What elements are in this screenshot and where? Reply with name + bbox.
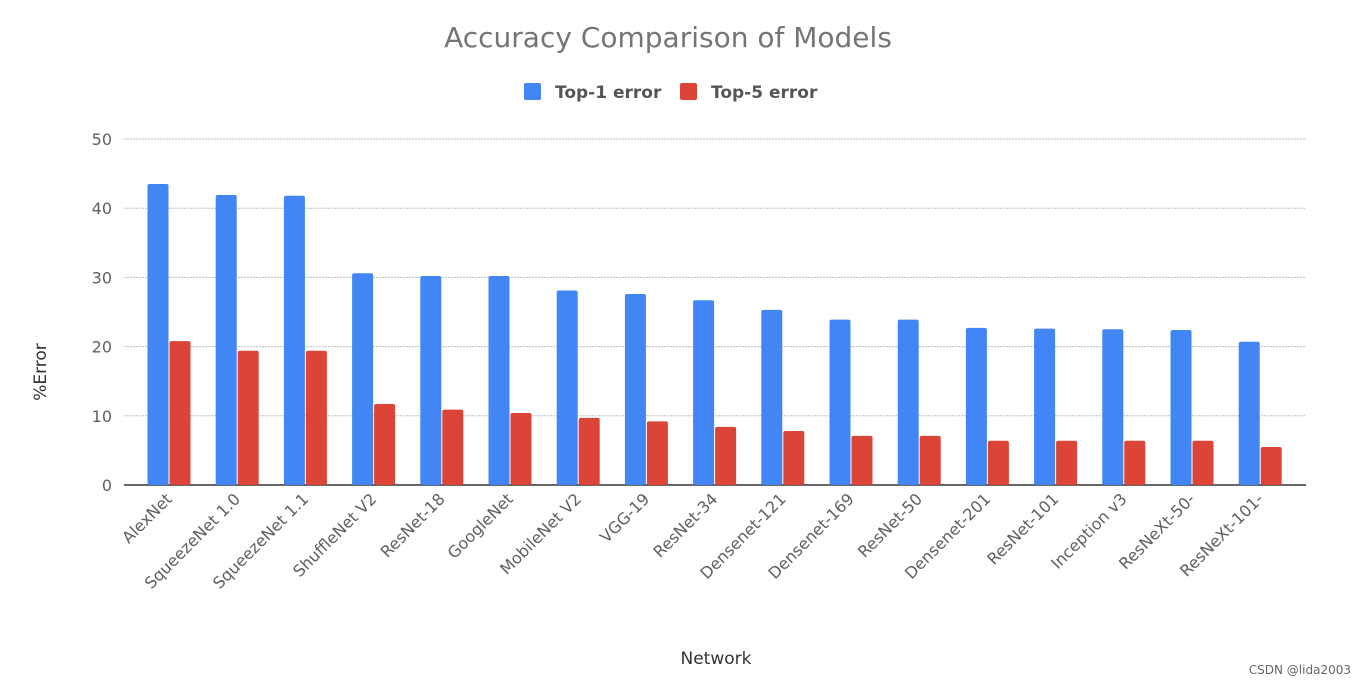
bar-top1-densenet-121 — [761, 309, 783, 485]
bar-top5-squeezenet-1-0 — [237, 350, 259, 485]
bars — [147, 183, 1282, 486]
bar-top1-vgg-19 — [624, 294, 646, 485]
legend-label-top5: Top-5 error — [711, 83, 818, 103]
y-tick-label: 50 — [92, 130, 112, 149]
bar-top5-densenet-169 — [851, 435, 873, 485]
bar-top5-resnext-101- — [1260, 446, 1282, 485]
legend-swatch-top5 — [680, 83, 697, 100]
bar-top1-squeezenet-1-1 — [283, 195, 305, 485]
bar-top1-mobilenet-v2 — [556, 290, 578, 485]
bar-top5-alexnet — [169, 341, 191, 485]
x-tick-label: GoogleNet — [444, 489, 517, 562]
x-axis-label: Network — [681, 649, 752, 669]
y-axis-label: %Error — [31, 343, 51, 401]
bar-top5-densenet-121 — [783, 431, 805, 485]
bar-top1-resnet-18 — [420, 276, 442, 485]
bar-top5-googlenet — [510, 413, 532, 485]
y-tick-label: 20 — [92, 338, 112, 357]
bar-top5-squeezenet-1-1 — [305, 350, 327, 485]
y-tick-label: 40 — [92, 199, 112, 218]
bar-top5-inception-v3 — [1124, 440, 1146, 485]
bar-top5-resnet-34 — [715, 426, 737, 485]
bar-top5-resnet-50 — [919, 435, 941, 485]
legend-swatch-top1 — [524, 83, 541, 100]
bar-top1-resnext-50- — [1170, 329, 1192, 485]
watermark: CSDN @lida2003 — [1249, 663, 1351, 677]
x-tick-label: ResNet-18 — [377, 489, 449, 561]
bar-top5-shufflenet-v2 — [374, 404, 396, 485]
x-tick-label: VGG-19 — [596, 489, 653, 546]
x-tick-label: ResNet-50 — [854, 489, 926, 561]
bar-top5-resnet-101 — [1056, 440, 1078, 485]
chart-title: Accuracy Comparison of Models — [444, 21, 892, 54]
bar-top1-alexnet — [147, 183, 169, 486]
y-axis-ticks: 0 10 20 30 40 50 — [92, 130, 112, 495]
legend-label-top1: Top-1 error — [555, 83, 662, 103]
x-tick-label: AlexNet — [118, 489, 176, 547]
x-tick-label: ResNet-34 — [649, 489, 721, 561]
bar-top1-shufflenet-v2 — [352, 273, 374, 485]
bar-top1-squeezenet-1-0 — [215, 195, 237, 485]
bar-top1-resnet-34 — [693, 300, 715, 485]
bar-top1-googlenet — [488, 276, 510, 485]
bar-top1-resnet-50 — [897, 319, 919, 485]
y-tick-label: 10 — [92, 407, 112, 426]
bar-top1-inception-v3 — [1102, 329, 1124, 485]
bar-top1-resnet-101 — [1034, 328, 1056, 485]
bar-top5-resnext-50- — [1192, 440, 1214, 485]
bar-top1-densenet-169 — [829, 319, 851, 485]
bar-top5-mobilenet-v2 — [578, 417, 600, 485]
bar-top1-densenet-201 — [965, 327, 987, 485]
bar-top5-vgg-19 — [646, 421, 668, 485]
bar-top5-resnet-18 — [442, 409, 464, 485]
y-tick-label: 0 — [102, 476, 112, 495]
bar-top5-densenet-201 — [987, 440, 1009, 485]
bar-top1-resnext-101- — [1238, 341, 1260, 485]
y-tick-label: 30 — [92, 268, 112, 287]
legend: Top-1 error Top-5 error — [524, 83, 818, 103]
